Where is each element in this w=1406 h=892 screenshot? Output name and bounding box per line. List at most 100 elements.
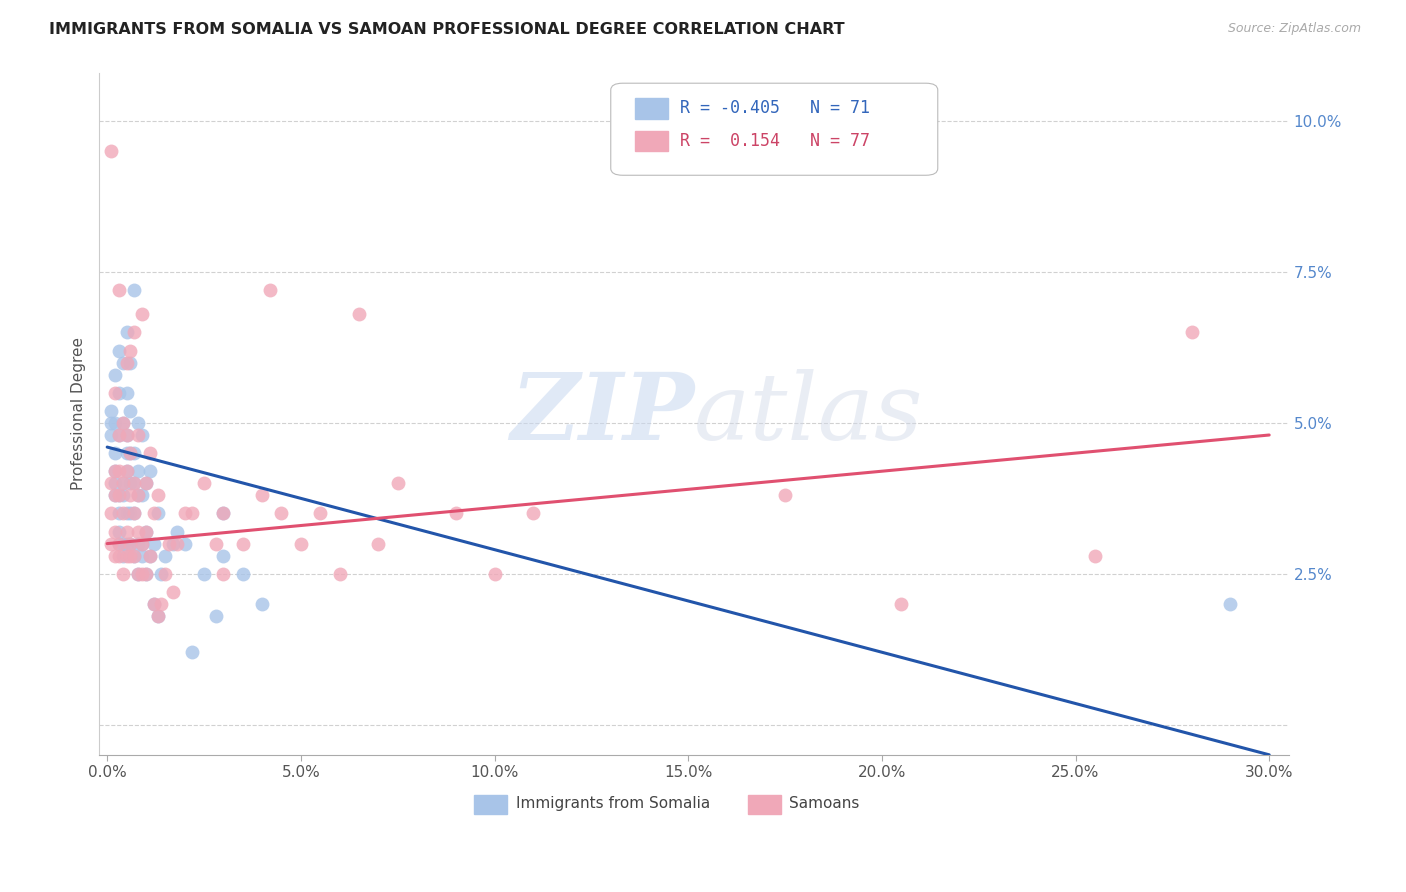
- Point: [100, 536, 122, 550]
- Point: [259, 283, 281, 297]
- Point: [212, 507, 235, 521]
- Point: [139, 464, 162, 478]
- Point: [107, 507, 129, 521]
- Point: [120, 536, 142, 550]
- Point: [166, 536, 188, 550]
- Point: [204, 609, 226, 624]
- Point: [135, 476, 157, 491]
- Point: [107, 488, 129, 502]
- Point: [146, 488, 169, 502]
- Text: atlas: atlas: [695, 369, 924, 458]
- Point: [135, 524, 157, 539]
- Bar: [634, 131, 668, 152]
- Point: [104, 549, 127, 563]
- Point: [212, 507, 235, 521]
- Point: [100, 428, 122, 442]
- Point: [107, 524, 129, 539]
- Point: [142, 597, 165, 611]
- Point: [115, 549, 138, 563]
- Point: [100, 476, 122, 491]
- Point: [127, 566, 149, 581]
- Point: [212, 566, 235, 581]
- Text: ZIP: ZIP: [510, 369, 695, 458]
- Point: [232, 536, 254, 550]
- Text: R =  0.154   N = 77: R = 0.154 N = 77: [679, 132, 870, 150]
- Point: [115, 464, 138, 478]
- Point: [1084, 549, 1107, 563]
- Point: [107, 464, 129, 478]
- Text: Immigrants from Somalia: Immigrants from Somalia: [516, 797, 710, 812]
- Point: [104, 464, 127, 478]
- Point: [142, 597, 165, 611]
- Point: [890, 597, 912, 611]
- Point: [139, 549, 162, 563]
- Point: [111, 476, 134, 491]
- Point: [111, 416, 134, 430]
- Point: [173, 536, 195, 550]
- Point: [135, 524, 157, 539]
- Point: [131, 566, 153, 581]
- Point: [127, 464, 149, 478]
- Point: [146, 609, 169, 624]
- Point: [111, 549, 134, 563]
- Text: R = -0.405   N = 71: R = -0.405 N = 71: [679, 99, 870, 118]
- Point: [104, 524, 127, 539]
- Point: [124, 507, 146, 521]
- Point: [120, 536, 142, 550]
- Point: [146, 609, 169, 624]
- Bar: [748, 795, 780, 814]
- Point: [115, 385, 138, 400]
- Point: [193, 566, 215, 581]
- Point: [120, 356, 142, 370]
- Point: [120, 476, 142, 491]
- Point: [124, 476, 146, 491]
- Point: [115, 536, 138, 550]
- Point: [193, 476, 215, 491]
- Point: [115, 428, 138, 442]
- Point: [135, 476, 157, 491]
- Point: [115, 446, 138, 460]
- Point: [120, 446, 142, 460]
- Point: [111, 566, 134, 581]
- Point: [131, 549, 153, 563]
- Point: [111, 536, 134, 550]
- Point: [127, 536, 149, 550]
- Point: [104, 488, 127, 502]
- Point: [155, 549, 177, 563]
- Point: [204, 536, 226, 550]
- Point: [124, 507, 146, 521]
- Point: [387, 476, 409, 491]
- Point: [115, 524, 138, 539]
- Point: [124, 283, 146, 297]
- Point: [131, 428, 153, 442]
- Bar: [634, 98, 668, 119]
- Point: [100, 507, 122, 521]
- Point: [135, 566, 157, 581]
- FancyBboxPatch shape: [610, 83, 938, 175]
- Text: Source: ZipAtlas.com: Source: ZipAtlas.com: [1227, 22, 1361, 36]
- Point: [124, 326, 146, 340]
- Point: [139, 446, 162, 460]
- Point: [250, 597, 273, 611]
- Point: [115, 326, 138, 340]
- Point: [181, 645, 204, 659]
- Point: [120, 549, 142, 563]
- Point: [270, 507, 292, 521]
- Point: [104, 446, 127, 460]
- Point: [100, 416, 122, 430]
- Point: [444, 507, 467, 521]
- Point: [135, 566, 157, 581]
- Text: IMMIGRANTS FROM SOMALIA VS SAMOAN PROFESSIONAL DEGREE CORRELATION CHART: IMMIGRANTS FROM SOMALIA VS SAMOAN PROFES…: [49, 22, 845, 37]
- Point: [104, 416, 127, 430]
- Point: [232, 566, 254, 581]
- Point: [107, 428, 129, 442]
- Point: [1181, 326, 1204, 340]
- Point: [127, 566, 149, 581]
- Point: [162, 585, 184, 599]
- Point: [367, 536, 389, 550]
- Point: [773, 488, 796, 502]
- Point: [124, 549, 146, 563]
- Point: [127, 524, 149, 539]
- Point: [127, 488, 149, 502]
- Point: [111, 416, 134, 430]
